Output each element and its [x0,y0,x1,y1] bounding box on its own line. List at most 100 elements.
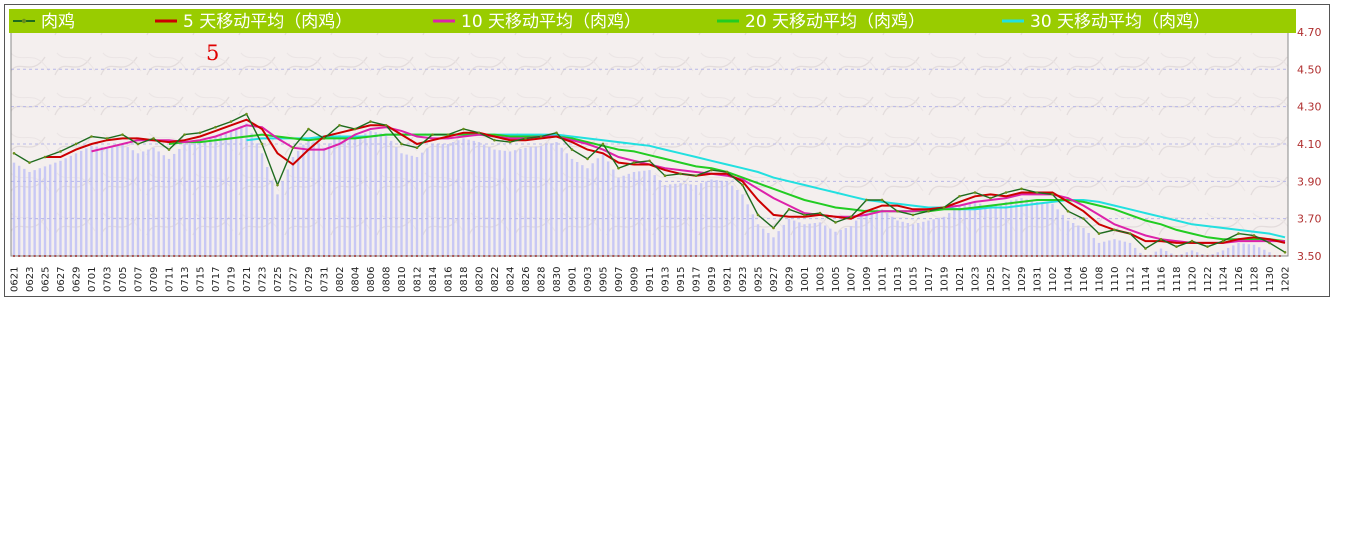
volume-bar [798,222,801,256]
volume-bar [1159,248,1163,256]
volume-bar [472,140,476,256]
data-point [539,135,543,138]
volume-bar [488,147,491,256]
volume-bar [1071,223,1075,256]
x-tick-label: 1112 [1126,267,1137,292]
volume-bar [653,175,656,256]
volume-bar [240,125,243,256]
data-point [787,208,791,211]
volume-bar [911,224,915,256]
x-tick-label: 1009 [862,267,873,292]
volume-bar [1190,250,1194,256]
volume-bar [730,185,734,256]
x-tick-label: 0919 [707,267,718,292]
volume-bar [1025,199,1028,256]
x-tick-label: 1118 [1172,267,1183,292]
volume-bar [519,148,522,256]
x-tick-label: 0915 [676,267,687,292]
data-point [1159,237,1163,241]
series-line [91,124,1285,244]
data-point [1113,228,1116,232]
volume-bar [513,150,517,256]
volume-bar [508,151,512,256]
data-point [1082,217,1085,220]
x-axis-ticks: 0621 0623 0625 0627 0629 0701 0703 0705 0707 0709… [10,267,1292,292]
volume-bar [188,143,191,256]
data-point [229,120,233,123]
volume-bar [746,204,749,256]
volume-bar [643,170,646,256]
volume-bar [172,153,176,256]
legend-background [9,9,1296,33]
volume-bar [818,222,822,256]
volume-bar [493,149,496,256]
volume-bar [689,184,693,256]
volume-bar [1154,251,1158,256]
data-point [214,125,217,129]
data-point [322,137,326,140]
x-tick-label: 0812 [413,267,424,292]
volume-bar [343,135,346,256]
volume-bar [167,158,171,256]
volume-bar [741,194,744,256]
volume-bar [1268,252,1271,256]
data-point [648,159,651,163]
data-point [555,131,558,135]
data-point [1066,209,1070,213]
x-tick-label: 0725 [273,267,284,292]
data-point [384,123,388,127]
x-tick-label: 1108 [1095,267,1106,292]
volume-bar [426,148,429,256]
volume-bar [369,130,372,256]
x-tick-label: 0625 [41,267,52,292]
volume-bar [1035,201,1039,256]
volume-bar [157,151,160,256]
volume-bar [131,150,135,256]
data-point [136,142,140,146]
volume-bar [674,183,677,256]
x-tick-label: 0921 [723,267,734,292]
volume-bar [415,157,419,256]
x-tick-label: 1202 [1281,267,1292,292]
x-tick-label: 0826 [521,267,532,292]
volume-bar [1257,247,1261,256]
volume-bar [539,145,543,256]
x-tick-label: 1031 [1033,267,1044,292]
volume-bar [1015,199,1018,256]
volume-bar [1077,225,1080,256]
volume-bar [544,144,548,256]
x-tick-label: 1013 [893,267,904,292]
data-point [803,213,806,217]
volume-bar [379,133,383,256]
volume-bar [296,150,300,256]
y-axis-ticks: 4.70 4.50 4.30 4.10 3.90 3.70 3.50 [1297,26,1322,263]
volume-bar [1108,240,1111,256]
y-tick-label: 4.50 [1297,63,1322,76]
data-point [493,138,496,142]
x-tick-label: 1130 [1265,267,1276,292]
x-tick-label: 0703 [103,267,114,292]
x-tick-label: 0911 [645,267,656,292]
volume-bar [550,143,553,256]
volume-bar [880,209,884,256]
volume-bar [901,221,904,256]
volume-bar [885,213,889,256]
volume-bar [338,134,341,256]
x-tick-label: 0907 [614,267,625,292]
volume-bar [534,146,538,256]
volume-bar [12,162,16,256]
line-chart: 4.704.504.304.103.903.703.50 0621 0623 062… [9,9,1322,292]
x-tick-label: 1104 [1064,267,1075,292]
volume-bar [420,152,424,256]
data-point [1175,245,1178,248]
volume-bar [198,142,202,256]
volume-bar [48,164,52,256]
volume-bar [1113,239,1116,256]
x-tick-label: 0729 [304,267,315,292]
data-point [183,133,186,136]
volume-bar [994,205,997,256]
volume-bar [250,133,253,256]
x-tick-label: 0917 [692,267,703,292]
volume-bar [260,153,264,256]
volume-bar [364,133,367,256]
